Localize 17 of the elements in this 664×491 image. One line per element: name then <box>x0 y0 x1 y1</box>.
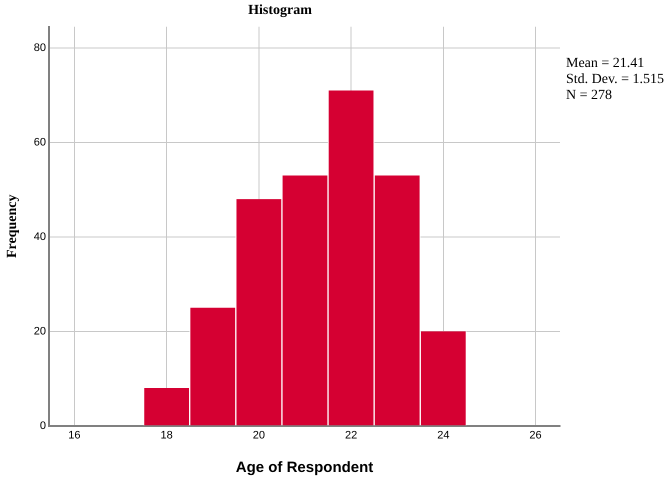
x-tick-label: 24 <box>437 429 450 442</box>
y-tick-label: 80 <box>34 42 46 54</box>
text: Mean = 21.41 <box>566 56 646 72</box>
x-tick-label: 18 <box>160 429 173 442</box>
text: N = 278 <box>566 88 614 104</box>
x-tick-label: 22 <box>344 429 358 442</box>
y-tick-label: 40 <box>34 230 46 243</box>
chart-title: Histogram <box>248 3 312 18</box>
y-tick-label: 20 <box>34 325 46 338</box>
y-tick-label: 0 <box>40 420 46 432</box>
y-tick-label: 60 <box>34 136 46 149</box>
x-tick-label: 16 <box>68 429 81 442</box>
y-axis-title: Frequency <box>5 194 20 258</box>
x-tick-label: 26 <box>529 429 542 442</box>
x-tick-label: 20 <box>252 429 265 442</box>
x-axis-title: Age of Respondent <box>236 459 374 476</box>
text: Std. Dev. = 1.515 <box>566 72 664 88</box>
